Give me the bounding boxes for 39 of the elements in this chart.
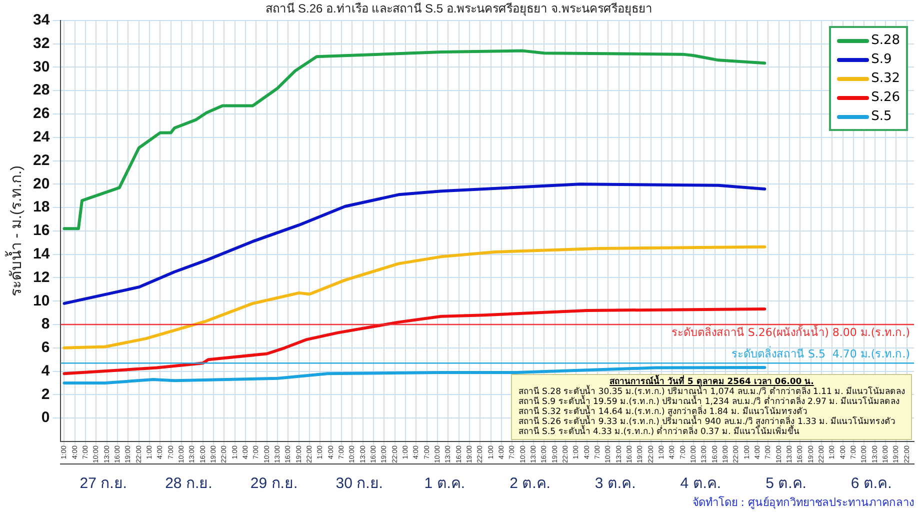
x2-tick-label: 2 ต.ค. <box>510 475 550 492</box>
legend-label: S.5 <box>871 109 892 124</box>
legend-label: S.32 <box>871 71 900 86</box>
y-tick-label: 26 <box>32 105 50 122</box>
y-tick-label: 12 <box>32 268 50 286</box>
y-tick-label: 20 <box>32 175 50 192</box>
y-tick-label: 30 <box>32 58 50 76</box>
x2-tick-label: 28 ก.ย. <box>165 475 212 492</box>
x2-tick-label: 27 ก.ย. <box>80 475 127 492</box>
x2-tick-label: 3 ต.ค. <box>594 475 636 492</box>
annotation: สถานี S.5 ระดับน้ำ 4.33 ม.(ร.ท.ก.) ต่ำกว่าตลิ่ง 0.37 ม. มีแนวโน้มเพิ่มขึ้น <box>518 427 800 438</box>
text: จัดทำโดย : ศูนย์อุทกวิทยาชลประทานภาคกลาง <box>692 495 914 511</box>
y-tick-label: 24 <box>32 128 50 146</box>
legend-label: S.9 <box>871 52 892 68</box>
y-tick-label: 6 <box>41 339 50 356</box>
ref-line-label: ระดับตลิ่งสถานี S.26(ผนังกั้นน้ำ) 8.00 ม.(ร.ท.ก.) <box>671 324 910 339</box>
y-tick-label: 14 <box>32 245 50 262</box>
y-tick-label: 2 <box>41 386 50 403</box>
y-tick-label: 22 <box>32 152 50 169</box>
y-tick-label: 18 <box>32 198 50 216</box>
y-tick-label: 32 <box>32 34 50 52</box>
chart-title: สถานี S.26 อ.ท่าเรือ และสถานี S.5 อ.พระนครศรีอยุธยา จ.พระนครศรีอยุธยา <box>266 2 652 17</box>
x2-tick-label: 1 ต.ค. <box>424 475 466 492</box>
legend-label: S.28 <box>871 33 900 48</box>
legend-label: S.26 <box>871 90 900 106</box>
y-tick-label: 0 <box>41 409 50 426</box>
y-tick-label: 16 <box>32 222 50 240</box>
y-tick-label: 28 <box>32 82 50 99</box>
y-tick-label: 34 <box>32 12 50 29</box>
x2-tick-label: 5 ต.ค. <box>766 475 806 492</box>
y-axis-title: ระดับน้ำ - ม.(ร.ท.ก.) <box>5 165 26 296</box>
x2-tick-label: 29 ก.ย. <box>250 475 298 492</box>
x2-tick-label: 30 ก.ย. <box>336 475 383 492</box>
x2-tick-label: 4 ต.ค. <box>680 475 722 492</box>
y-tick-label: 4 <box>41 362 50 380</box>
y-tick-label: 10 <box>32 292 50 310</box>
x2-tick-label: 6 ต.ค. <box>850 475 892 492</box>
y-tick-label: 8 <box>41 316 50 333</box>
ref-line-label: ระดับตลิ่งสถานี S.5 4.70 ม.(ร.ท.ก.) <box>731 345 910 360</box>
